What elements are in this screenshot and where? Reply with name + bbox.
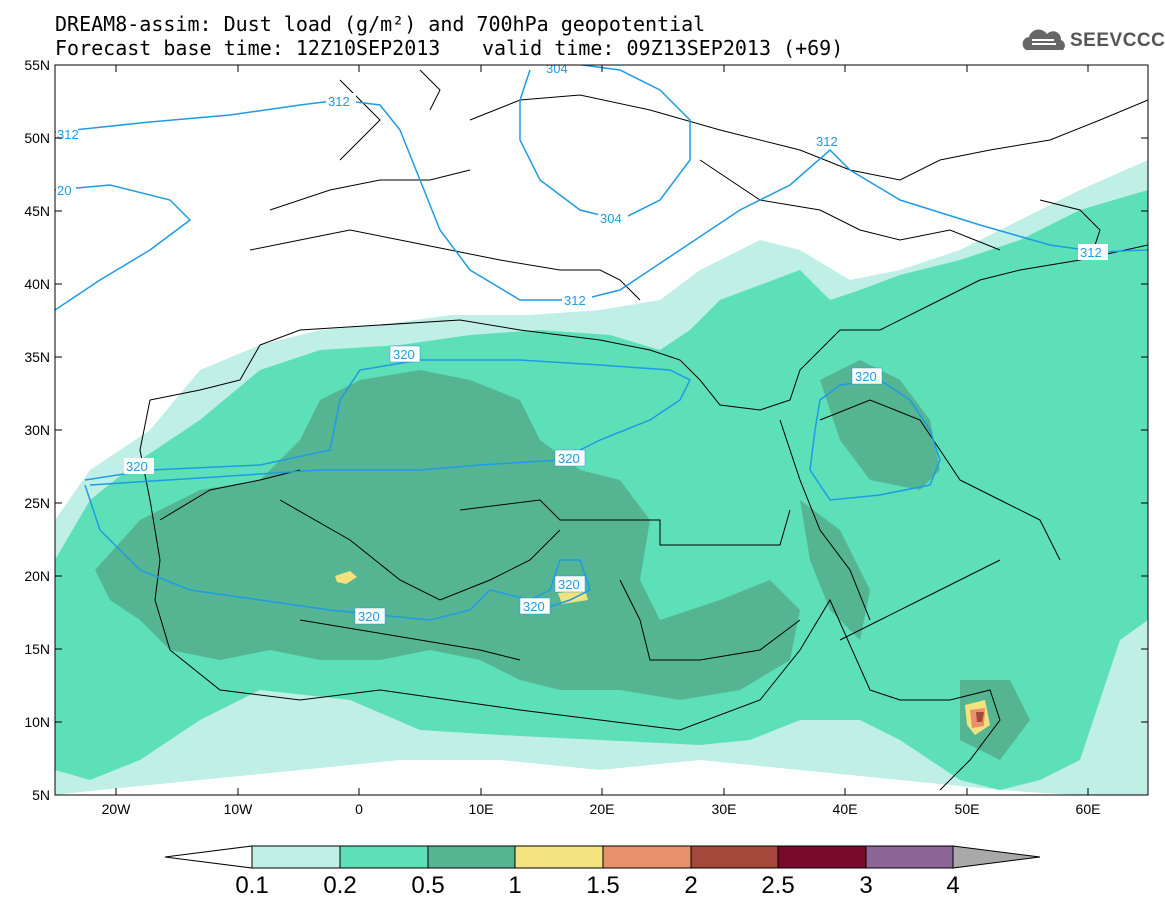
- colorbar-swatch: [865, 845, 954, 869]
- colorbar-swatch: [690, 845, 779, 869]
- valid-time: valid time: 09Z13SEP2013 (+69): [482, 36, 844, 60]
- colorbar-label: 3: [859, 872, 873, 899]
- colorbar-label: 0.5: [411, 872, 445, 899]
- contour-label: 312: [564, 293, 586, 308]
- lat-label: 40N: [24, 276, 50, 292]
- contour-label: 320: [558, 577, 580, 592]
- dust-layer-dense: [95, 360, 1030, 760]
- lon-label: 50E: [954, 801, 980, 817]
- colorbar-label: 4: [946, 872, 960, 899]
- contour-label: 312: [816, 134, 838, 149]
- lon-label: 30E: [711, 801, 737, 817]
- lon-label: 20E: [589, 801, 615, 817]
- colorbar-label: 0.2: [323, 872, 357, 899]
- colorbar-swatch: [251, 845, 341, 869]
- colorbar-swatch: [427, 845, 516, 869]
- lon-ticks: [115, 65, 1089, 795]
- contour-label: 320: [126, 459, 148, 474]
- lat-label: 10N: [24, 714, 50, 730]
- contour-label: 320: [558, 451, 580, 466]
- colorbar-swatch: [339, 845, 429, 869]
- lon-label: 40E: [832, 801, 858, 817]
- lat-label: 20N: [24, 568, 50, 584]
- contour-label: 304: [546, 61, 568, 76]
- contour-label: 312: [328, 94, 350, 109]
- lat-label: 35N: [24, 349, 50, 365]
- colorbar-label: 2.5: [761, 872, 795, 899]
- colorbar-label: 1.5: [586, 872, 620, 899]
- logo-text: SEEVCCC: [1070, 30, 1165, 51]
- lat-label: 50N: [24, 130, 50, 146]
- colorbar-label: 1: [508, 872, 522, 899]
- colorbar-min-arrow: [164, 845, 253, 869]
- lon-label: 0: [355, 801, 363, 817]
- lon-label: 60E: [1075, 801, 1101, 817]
- cloud-logo-icon: [1022, 29, 1065, 50]
- colorbar-label: 2: [684, 872, 698, 899]
- lat-label: 5N: [32, 787, 50, 803]
- colorbar: [164, 845, 1041, 869]
- lat-label: 30N: [24, 422, 50, 438]
- lat-label: 15N: [24, 641, 50, 657]
- lon-label: 20W: [101, 801, 131, 817]
- lat-label: 55N: [24, 57, 50, 73]
- contour-label: 304: [600, 211, 622, 226]
- lon-label: 10W: [223, 801, 253, 817]
- lat-label: 45N: [24, 203, 50, 219]
- contour-label: 320: [393, 347, 415, 362]
- contour-label: 320: [358, 609, 380, 624]
- contour-label: 320: [523, 599, 545, 614]
- lat-label: 25N: [24, 495, 50, 511]
- contour-labels: 312 312 312 312 20 304 304 312 312 320 3…: [57, 61, 1102, 625]
- colorbar-label: 0.1: [235, 872, 269, 899]
- contour-label: 312: [57, 127, 79, 142]
- forecast-base-time: Forecast base time: 12Z10SEP2013: [55, 36, 441, 60]
- contour-label: 20: [57, 183, 71, 198]
- colorbar-swatch: [514, 845, 604, 869]
- contour-label: 320: [855, 369, 877, 384]
- lon-label: 10E: [468, 801, 494, 817]
- contour-label: 312: [1080, 245, 1102, 260]
- lat-ticks: [55, 64, 1148, 723]
- colorbar-max-arrow: [952, 845, 1041, 869]
- map-title: DREAM8-assim: Dust load (g/m²) and 700hP…: [55, 12, 706, 36]
- colorbar-swatch: [777, 845, 867, 869]
- colorbar-swatch: [602, 845, 692, 869]
